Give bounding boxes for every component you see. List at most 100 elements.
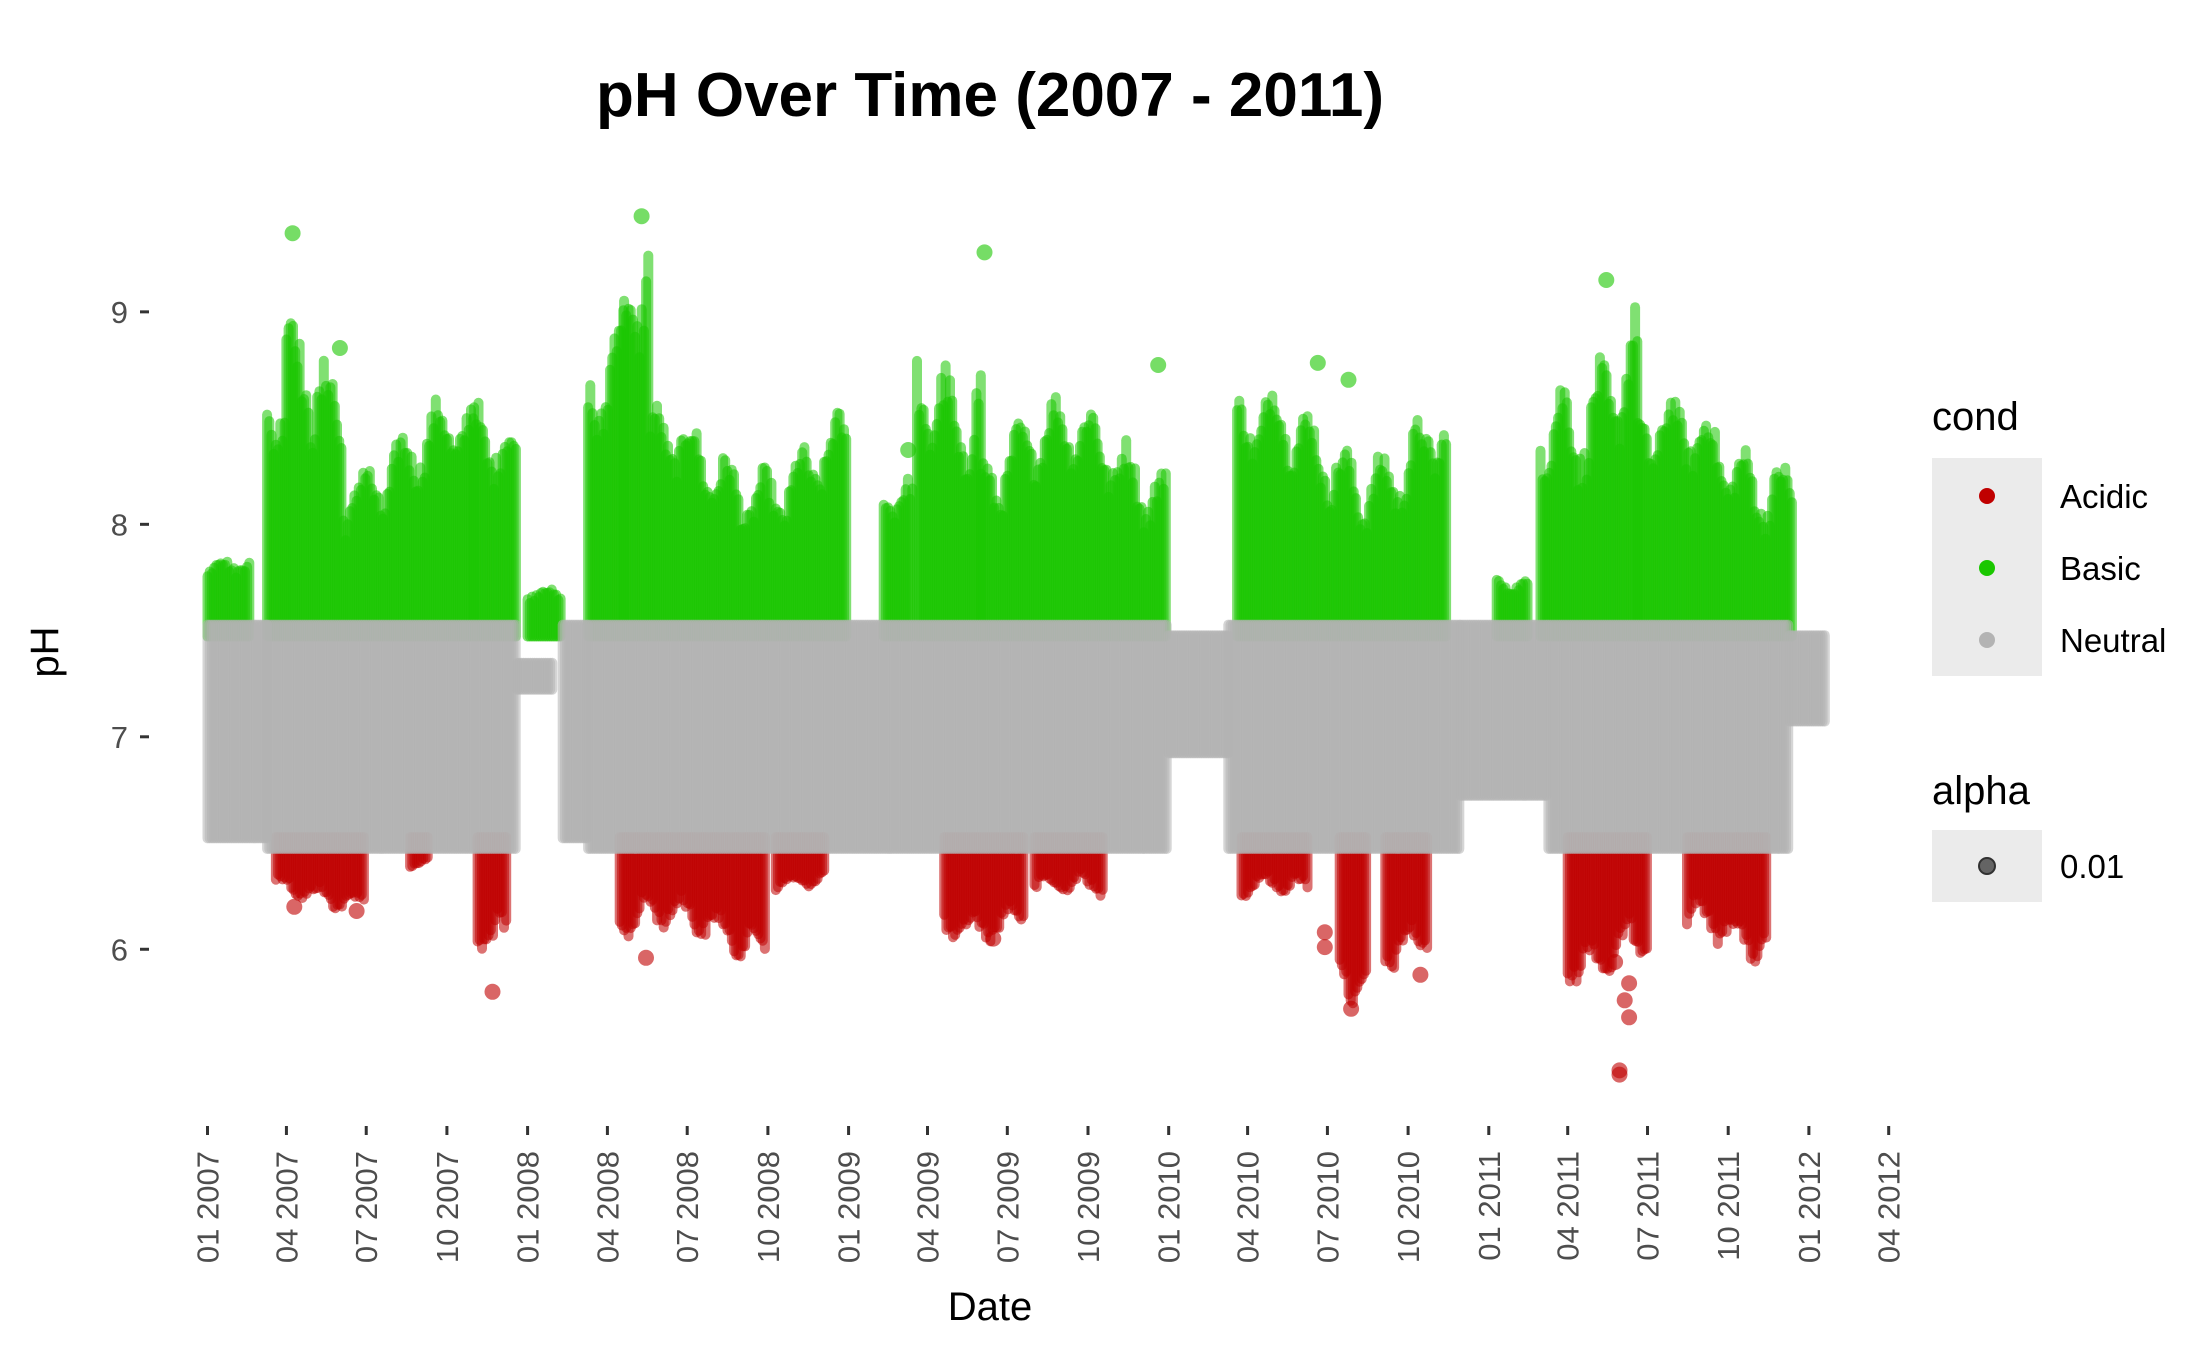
- y-tick-label: 7: [111, 720, 128, 755]
- x-axis: 01 2007 04 2007 07 2007 10 2007 01 2008 04 20…: [191, 1126, 1907, 1263]
- data-point: [284, 225, 301, 242]
- x-tick-label: 04 2009: [911, 1151, 946, 1263]
- x-tick-label: 01 2012: [1792, 1151, 1827, 1263]
- band-basic-14: [1535, 302, 1643, 642]
- y-axis: 6 7 8 9: [111, 295, 149, 967]
- chart-title: pH Over Time (2007 - 2011): [596, 61, 1384, 130]
- data-point: [985, 930, 1002, 947]
- x-tick-label: 07 2009: [990, 1151, 1025, 1263]
- data-point: [348, 903, 365, 919]
- band-acidic-8: [1334, 832, 1372, 1009]
- legend-alpha-title: alpha: [1932, 769, 2031, 813]
- band-basic-9: [878, 473, 918, 642]
- data-point: [638, 949, 654, 966]
- legend-key-basic: [1979, 560, 1995, 576]
- x-tick-label: 01 2007: [191, 1151, 226, 1263]
- band-basic-5: [522, 584, 566, 642]
- data-point: [1611, 1066, 1628, 1083]
- legend-label-acidic: Acidic: [2060, 478, 2148, 515]
- legend-alpha-key: [1978, 857, 1996, 875]
- band-acidic-11: [1682, 832, 1772, 967]
- band-neutral-8: [1543, 619, 1794, 854]
- data-point: [1598, 272, 1615, 288]
- band-basic-4: [469, 397, 521, 642]
- data-point: [1316, 924, 1333, 941]
- x-tick-label: 04 2010: [1231, 1151, 1266, 1263]
- band-basic-15: [1632, 396, 1797, 642]
- data-point: [1309, 354, 1326, 371]
- legend-alpha-label: 0.01: [2060, 848, 2124, 885]
- x-tick-label: 10 2008: [751, 1151, 786, 1263]
- data-point: [1340, 371, 1357, 388]
- x-tick-label: 01 2011: [1472, 1151, 1507, 1261]
- y-axis-title: pH: [23, 626, 67, 677]
- band-basic-12: [1232, 390, 1452, 642]
- band-acidic-9: [1380, 832, 1433, 973]
- y-tick-label: 8: [111, 507, 128, 542]
- legend-alpha-entries: 0.01: [1978, 848, 2124, 885]
- data-point: [1412, 966, 1429, 983]
- band-basic-7: [619, 250, 654, 642]
- data-point: [1316, 939, 1333, 956]
- x-tick-label: 07 2007: [349, 1151, 384, 1263]
- x-tick-label: 04 2012: [1872, 1151, 1907, 1263]
- band-neutral-7: [1455, 619, 1552, 801]
- data-point: [633, 208, 650, 225]
- series-acidic: [270, 832, 1772, 1083]
- band-neutral-1: [262, 619, 521, 854]
- legend-color-title: cond: [1932, 395, 2019, 439]
- band-neutral-0: [202, 619, 272, 844]
- data-point: [1607, 954, 1624, 970]
- band-basic-11: [976, 392, 1171, 642]
- data-point: [1343, 1000, 1360, 1017]
- legend-color-entries: Acidic Basic Neutral: [1979, 478, 2166, 659]
- band-basic-2: [281, 318, 347, 642]
- x-tick-label: 07 2008: [670, 1151, 705, 1263]
- x-tick-label: 10 2007: [430, 1151, 465, 1263]
- band-basic-6: [583, 305, 629, 642]
- data-point: [1150, 357, 1167, 373]
- legend-key-neutral: [1979, 632, 1995, 648]
- band-acidic-3: [614, 832, 770, 962]
- band-neutral-6: [1223, 619, 1465, 854]
- data-point: [484, 983, 501, 1000]
- x-axis-title: Date: [948, 1285, 1033, 1329]
- legend-label-neutral: Neutral: [2060, 622, 2166, 659]
- data-point: [1621, 975, 1638, 992]
- band-neutral-5: [1163, 630, 1234, 759]
- band-basic-3: [338, 394, 479, 642]
- x-tick-label: 04 2007: [269, 1151, 304, 1263]
- x-tick-label: 07 2010: [1310, 1151, 1345, 1263]
- band-neutral-9: [1784, 630, 1830, 727]
- data-point: [331, 340, 348, 356]
- series-basic: [202, 208, 1797, 642]
- legend-label-basic: Basic: [2060, 550, 2141, 587]
- data-point: [286, 898, 303, 915]
- band-acidic-10: [1562, 832, 1652, 987]
- x-tick-label: 01 2010: [1152, 1151, 1187, 1263]
- data-point: [1616, 992, 1633, 1009]
- data-point: [976, 244, 993, 261]
- band-neutral-4: [583, 619, 1172, 854]
- x-tick-label: 07 2011: [1631, 1151, 1666, 1261]
- band-basic-8: [645, 400, 852, 642]
- x-tick-label: 01 2009: [832, 1151, 867, 1263]
- legend-key-acidic: [1979, 488, 1995, 504]
- data-point: [900, 442, 917, 458]
- band-basic-10: [912, 355, 986, 642]
- y-tick-label: 9: [111, 295, 128, 330]
- x-tick-label: 10 2011: [1711, 1151, 1746, 1261]
- band-neutral-2: [512, 657, 558, 695]
- plot-points: [202, 208, 1830, 1083]
- x-tick-label: 04 2011: [1551, 1151, 1586, 1261]
- x-tick-label: 10 2010: [1391, 1151, 1426, 1263]
- x-tick-label: 01 2008: [511, 1151, 546, 1263]
- legend: cond Acidic Basic Neutral alpha 0.01: [1932, 395, 2166, 902]
- data-point: [1621, 1009, 1638, 1026]
- y-tick-label: 6: [111, 932, 128, 967]
- x-tick-label: 10 2009: [1071, 1151, 1106, 1263]
- x-tick-label: 04 2008: [590, 1151, 625, 1263]
- series-neutral: [202, 619, 1830, 854]
